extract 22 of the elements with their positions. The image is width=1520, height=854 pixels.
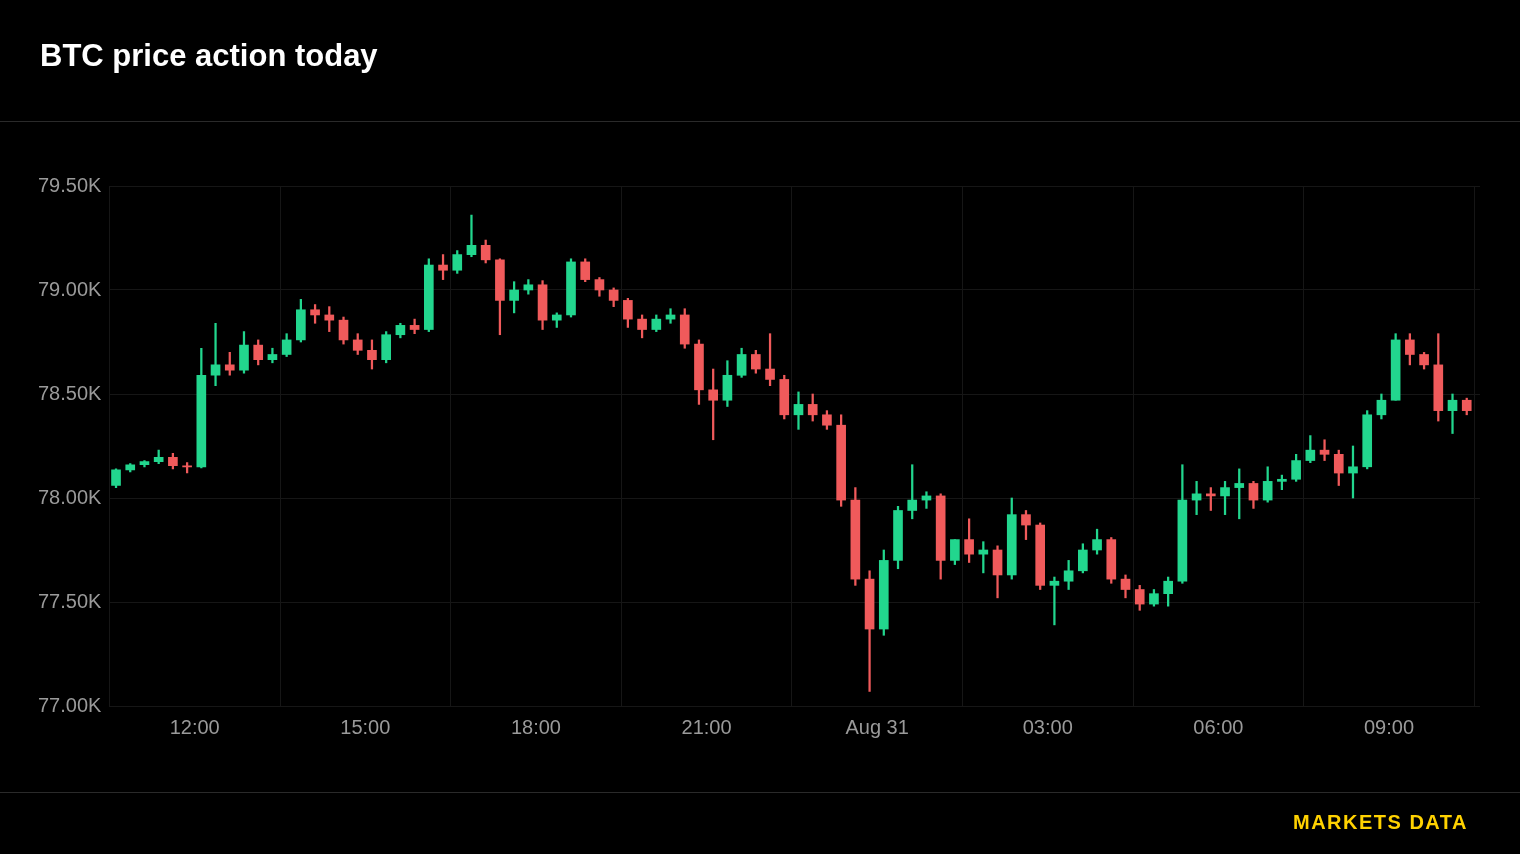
- x-tick-label: 15:00: [340, 715, 391, 738]
- x-tick-label: 03:00: [1022, 715, 1073, 738]
- candlestick: [1319, 439, 1330, 461]
- candlestick: [210, 322, 221, 387]
- candlestick: [1447, 393, 1458, 434]
- y-tick-label: 77.50K: [38, 589, 103, 612]
- y-tick-label: 77.00K: [38, 693, 103, 716]
- x-tick-label: Aug 31: [845, 715, 909, 738]
- candlestick: [793, 391, 804, 430]
- x-tick-label: 09:00: [1363, 715, 1415, 738]
- text: MARKETS DATA: [1292, 811, 1468, 834]
- y-tick-label: 78.50K: [38, 381, 103, 404]
- y-tick-label: 78.00K: [38, 485, 103, 508]
- x-tick-label: 21:00: [681, 715, 732, 738]
- y-tick-label: 79.00K: [38, 277, 103, 300]
- chart-title: BTC price action today: [40, 38, 378, 74]
- x-tick-label: 12:00: [169, 715, 220, 738]
- x-tick-label: 18:00: [510, 715, 561, 738]
- candlestick: [1049, 576, 1060, 626]
- candlestick: [466, 214, 477, 258]
- y-tick-label: 79.50K: [38, 173, 103, 196]
- x-tick-label: 06:00: [1193, 715, 1244, 738]
